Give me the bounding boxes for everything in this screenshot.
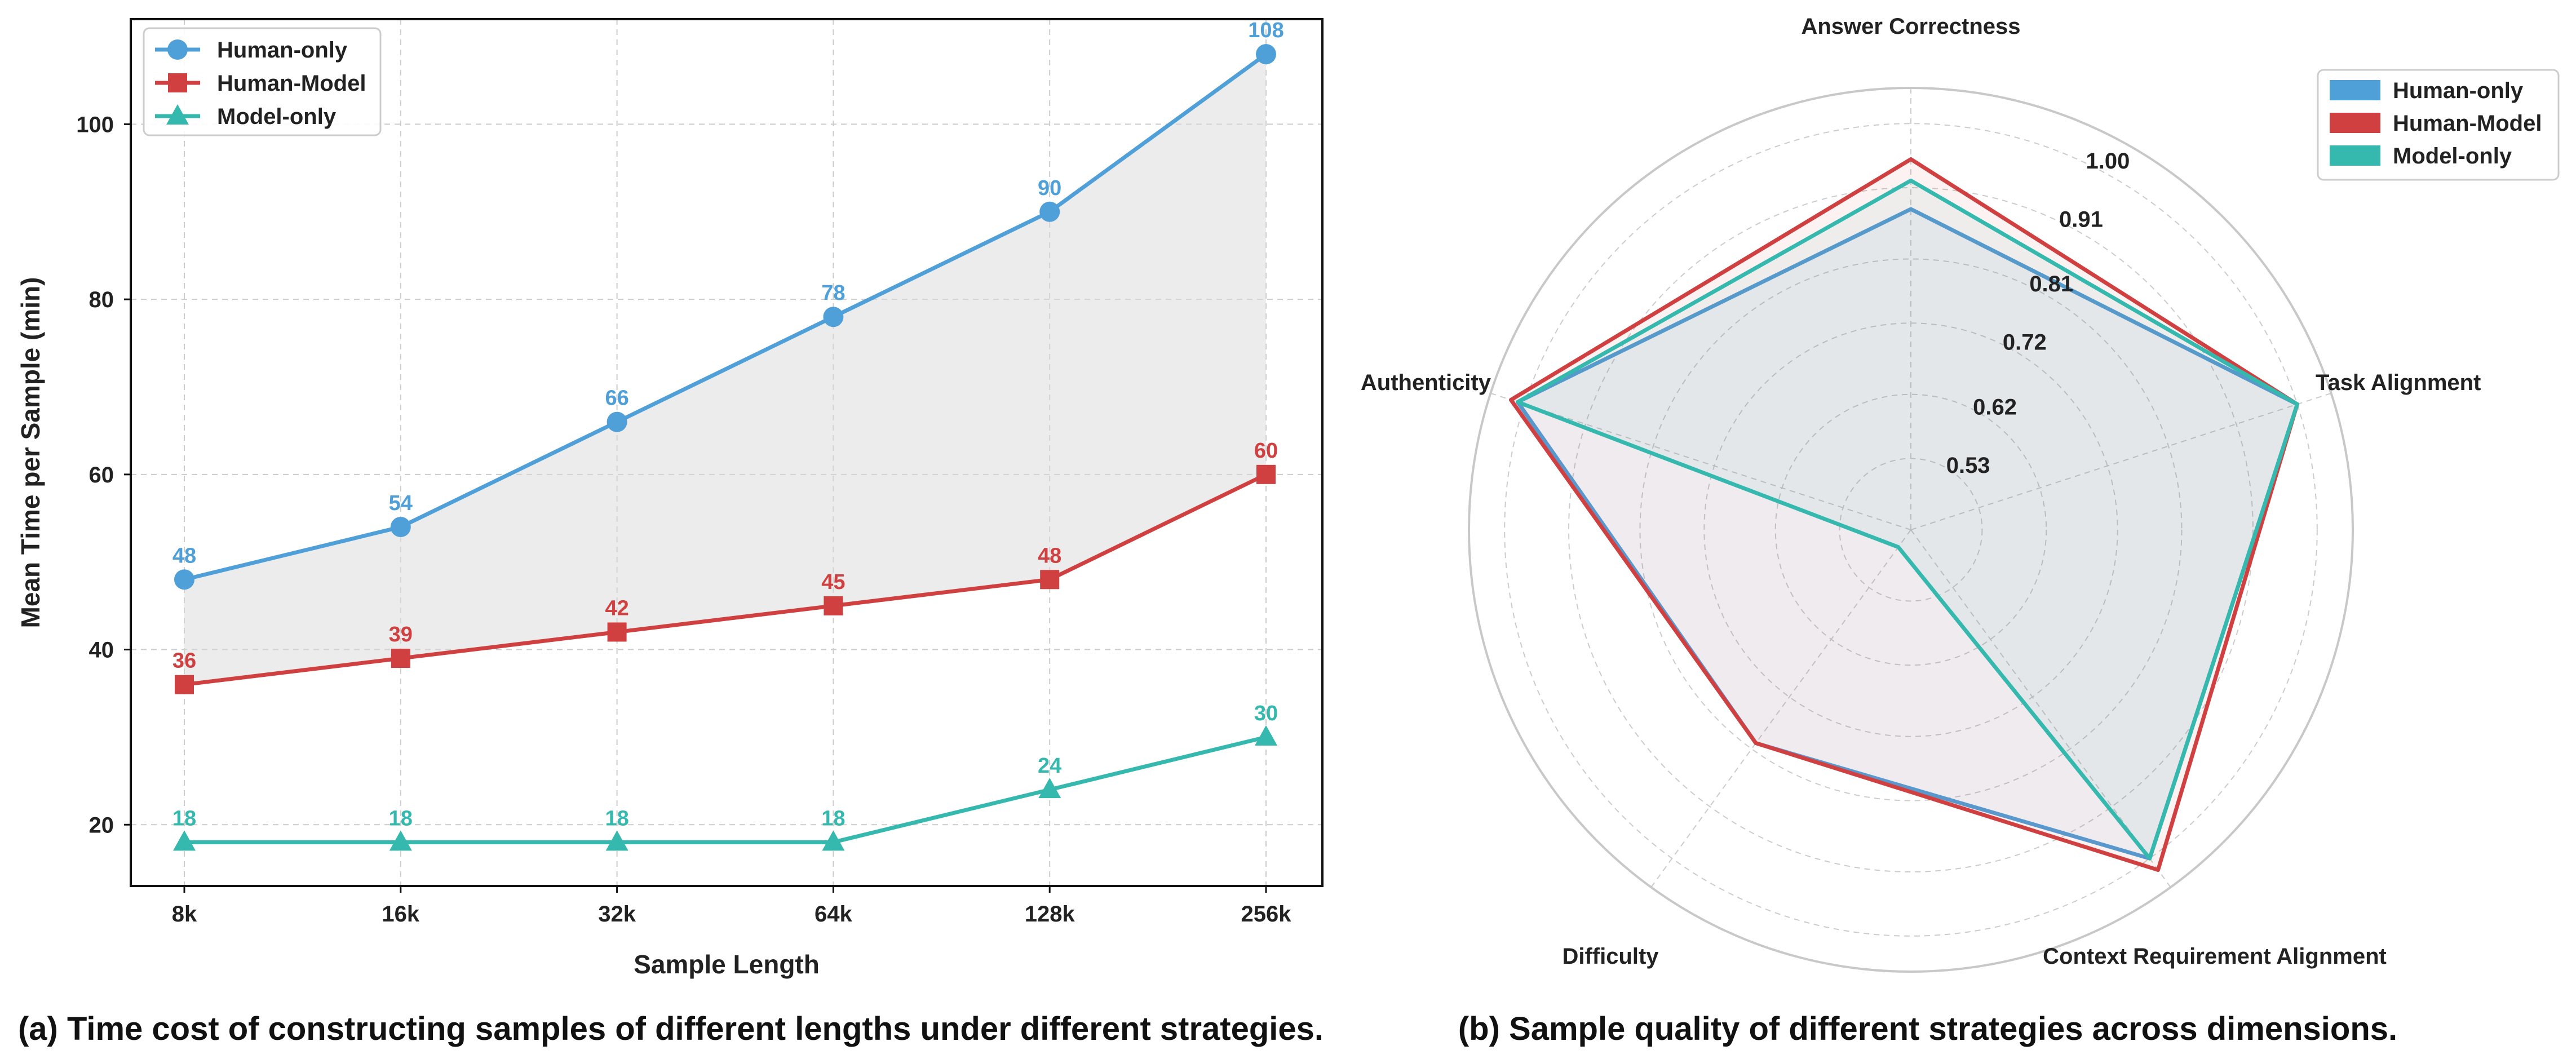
data-point-human-model <box>175 675 194 694</box>
y-tick-label: 40 <box>89 638 114 663</box>
radial-tick-label: 0.62 <box>1973 395 2017 420</box>
radar-legend-swatch-model-only <box>2330 145 2380 166</box>
x-tick-label: 16k <box>382 902 419 927</box>
x-tick-label: 64k <box>815 902 852 927</box>
radar-polygon-human-model <box>1508 157 2299 872</box>
radar-legend: Human-only Human-Model Model-only <box>2317 69 2560 181</box>
data-point-model-only <box>389 830 412 851</box>
data-point-human-only <box>607 411 627 432</box>
data-point-model-only <box>1255 725 1277 746</box>
radar-spoke <box>1650 529 1911 888</box>
radial-tick-label: 1.00 <box>2086 149 2130 174</box>
radial-tick-label: 0.53 <box>1946 453 1990 478</box>
data-point-human-only <box>174 569 194 590</box>
radial-tick-label: 0.81 <box>2029 272 2073 296</box>
series-line-human-model <box>184 472 1267 687</box>
data-point-model-only <box>822 830 845 851</box>
series-line-human-only <box>184 52 1268 582</box>
x-tick-label: 8k <box>172 902 197 927</box>
data-label-human-model: 36 <box>172 649 196 673</box>
caption-right: (b) Sample quality of different strategi… <box>1458 1011 2397 1047</box>
radar-axis-label-context-requirement-alignment: Context Requirement Alignment <box>2043 944 2387 969</box>
data-point-human-only <box>390 517 411 538</box>
x-axis-label: Sample Length <box>634 950 820 979</box>
data-label-model-only: 18 <box>605 807 628 830</box>
data-label-model-only: 24 <box>1038 754 1061 778</box>
legend-box <box>143 27 382 136</box>
y-tick-label: 20 <box>89 813 114 838</box>
radar-axis-label-authenticity: Authenticity <box>1361 370 1491 395</box>
y-axis-label: Mean Time per Sample (min) <box>16 277 45 628</box>
radial-tick-label: 0.91 <box>2059 207 2103 232</box>
legend-label-human-only: Human-only <box>217 38 348 63</box>
data-label-model-only: 18 <box>172 807 196 830</box>
radar-spoke <box>1490 392 1911 530</box>
legend-label-model-only: Model-only <box>217 104 337 129</box>
x-tick-label: 32k <box>598 902 636 927</box>
data-point-human-model <box>1040 570 1060 590</box>
radar-legend-label-model-only: Model-only <box>2393 144 2512 169</box>
data-label-human-model: 39 <box>389 623 413 646</box>
data-label-model-only: 30 <box>1254 702 1278 725</box>
data-point-human-only <box>823 307 844 327</box>
x-tick-label: 256k <box>1241 902 1292 927</box>
data-point-human-model <box>1256 464 1276 484</box>
series-line-model-only <box>184 735 1267 844</box>
radar-polygon-human-only <box>1515 207 2299 861</box>
radar-grid-circle <box>1639 258 2183 801</box>
line-chart: 48 54 66 78 90 108 36 39 42 45 48 60 18 18 18 18 24 30 8k 1… <box>16 18 1324 979</box>
data-point-human-only <box>1256 44 1276 65</box>
radar-axis-label-task-alignment: Task Alignment <box>2316 370 2481 395</box>
y-tick-label: 60 <box>89 463 114 488</box>
radar-legend-label-human-model: Human-Model <box>2393 111 2542 136</box>
data-label-human-only: 78 <box>821 281 845 305</box>
legend-marker-human-only <box>167 39 188 60</box>
radar-polygon-model-only <box>1515 178 2299 861</box>
legend-marker-model-only <box>166 104 189 125</box>
radar-axis-label-difficulty: Difficulty <box>1562 944 1659 969</box>
data-label-human-model: 42 <box>605 596 628 620</box>
data-point-human-model <box>391 649 410 668</box>
radar-spoke <box>1910 392 2331 530</box>
data-point-model-only <box>173 830 196 851</box>
x-tick-label: 128k <box>1025 902 1075 927</box>
radar-legend-label-human-only: Human-only <box>2393 78 2524 103</box>
data-label-human-only: 48 <box>172 544 196 568</box>
radar-grid-circle <box>1568 187 2254 872</box>
data-point-human-model <box>824 596 843 615</box>
data-label-human-only: 54 <box>389 491 413 515</box>
legend-marker-human-model <box>168 73 187 92</box>
data-label-human-only: 90 <box>1038 176 1061 200</box>
data-point-model-only <box>1038 778 1061 799</box>
radial-tick-label: 0.72 <box>2003 330 2047 355</box>
data-label-model-only: 18 <box>389 807 413 830</box>
data-label-human-only: 108 <box>1248 19 1283 42</box>
radar-outer-circle <box>1468 87 2354 973</box>
data-label-human-only: 66 <box>605 387 628 410</box>
y-tick-label: 100 <box>76 112 114 137</box>
radar-legend-swatch-human-model <box>2330 113 2380 133</box>
radar-axis-label-answer-correctness: Answer Correctness <box>1801 14 2020 39</box>
caption-left: (a) Time cost of constructing samples of… <box>18 1011 1324 1047</box>
data-label-model-only: 18 <box>821 807 845 830</box>
radar-chart: 0.53 0.62 0.72 0.81 0.91 1.00 Answer Correctne… <box>1361 14 2560 973</box>
data-label-human-model: 45 <box>821 570 845 594</box>
legend: Human-only Human-Model Model-only <box>143 27 382 136</box>
data-point-human-only <box>1039 201 1060 222</box>
radar-grid-circle <box>1703 322 2118 737</box>
y-tick-label: 80 <box>89 287 114 312</box>
radar-grid-circle <box>1504 123 2318 937</box>
data-point-model-only <box>605 830 628 851</box>
radar-legend-swatch-human-only <box>2330 80 2380 100</box>
radar-grid-circle <box>1774 393 2047 666</box>
legend-label-human-model: Human-Model <box>217 71 366 96</box>
data-point-human-model <box>607 622 627 642</box>
data-label-human-model: 60 <box>1254 439 1278 463</box>
data-label-human-model: 48 <box>1038 544 1061 568</box>
plot-frame <box>130 18 1324 887</box>
